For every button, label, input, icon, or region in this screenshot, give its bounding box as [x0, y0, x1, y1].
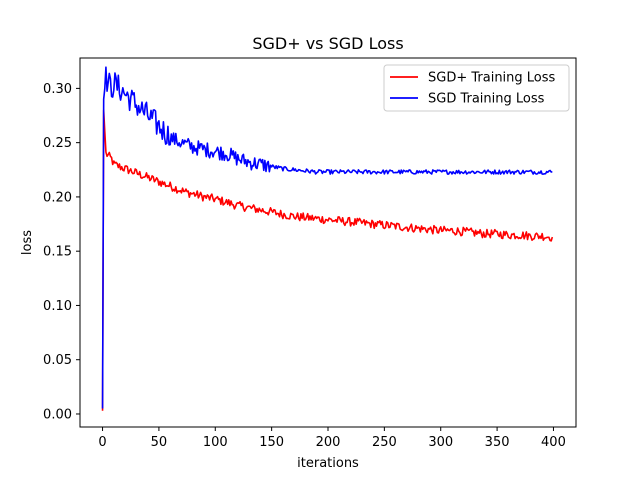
- x-axis-label: iterations: [297, 456, 359, 471]
- y-tick-label: 0.20: [43, 190, 72, 205]
- plot-area: [101, 66, 554, 411]
- y-tick-label: 0.10: [43, 299, 72, 314]
- y-axis: 0.00 0.05 0.10 0.15 0.20 0.25 0.30: [43, 82, 80, 422]
- series-line-1: [101, 109, 554, 411]
- legend-label: SGD Training Loss: [428, 92, 545, 107]
- y-tick-label: 0.25: [43, 136, 72, 151]
- y-axis-label: loss: [20, 230, 35, 255]
- legend-box: [383, 64, 570, 112]
- y-tick-label: 0.00: [43, 407, 72, 422]
- series-line-2: [101, 66, 553, 409]
- legend: SGD+ Training Loss SGD Training Loss: [383, 64, 570, 112]
- x-tick-label: 250: [372, 435, 397, 450]
- y-tick-label: 0.05: [43, 353, 72, 368]
- x-tick-label: 400: [541, 435, 566, 450]
- y-tick-label: 0.30: [43, 82, 72, 97]
- y-tick-label: 0.15: [43, 245, 72, 260]
- chart-title: SGD+ vs SGD Loss: [252, 34, 403, 53]
- x-tick-label: 350: [485, 435, 510, 450]
- x-tick-label: 50: [151, 435, 168, 450]
- x-axis: 0 50 100 150 200 250 300 350 400: [98, 427, 566, 450]
- x-tick-label: 200: [316, 435, 341, 450]
- legend-label: SGD+ Training Loss: [428, 71, 556, 86]
- x-tick-label: 100: [203, 435, 228, 450]
- x-tick-label: 150: [259, 435, 284, 450]
- x-tick-label: 300: [428, 435, 453, 450]
- x-tick-label: 0: [98, 435, 106, 450]
